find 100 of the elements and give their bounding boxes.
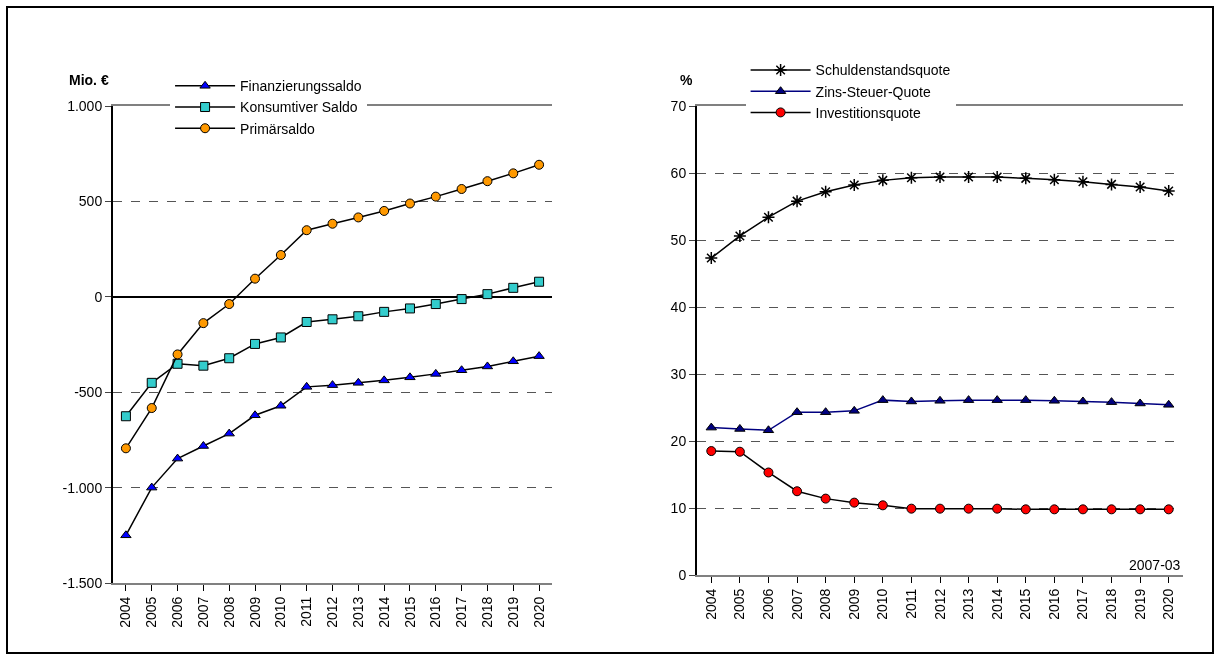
x-tick-label: 2004: [117, 596, 134, 628]
x-tick-label: 2009: [845, 588, 862, 620]
point: [734, 446, 745, 457]
x-tick-label: 2013: [960, 588, 977, 620]
y-tick-label: 60: [670, 164, 687, 181]
point: [934, 395, 946, 404]
point: [1135, 504, 1146, 515]
point: [1133, 180, 1147, 194]
point: [430, 299, 441, 310]
point: [790, 194, 804, 208]
point: [935, 503, 945, 514]
point: [906, 503, 917, 514]
y-tick-label: -500: [74, 384, 103, 401]
point: [508, 168, 519, 179]
x-tick-label: 2009: [246, 596, 263, 628]
x-tick-label: 2010: [272, 596, 289, 628]
legend-label: Zins-Steuer-Quote: [815, 83, 931, 100]
point: [301, 225, 312, 236]
x-tick-label: 2020: [530, 596, 547, 628]
y-tick-label: 40: [670, 298, 687, 315]
legend-label: Schuldenstandsquote: [815, 62, 951, 79]
x-tick-label: 2020: [1160, 588, 1177, 620]
point: [224, 353, 235, 364]
x-tick-label: 2016: [427, 596, 444, 628]
point: [198, 360, 209, 371]
point: [456, 184, 467, 194]
point: [353, 311, 364, 322]
x-tick-label: 2008: [220, 596, 237, 628]
point: [1163, 504, 1174, 515]
point: [818, 185, 833, 199]
point: [120, 443, 131, 454]
point: [378, 375, 390, 384]
x-tick-label: 2014: [375, 596, 392, 628]
point: [250, 338, 261, 349]
point: [820, 493, 831, 504]
x-tick-label: 2004: [702, 588, 719, 620]
point: [430, 368, 442, 377]
point: [792, 486, 803, 497]
point: [1077, 504, 1088, 515]
point: [705, 422, 717, 431]
point: [508, 282, 519, 293]
x-tick-label: 2015: [1017, 588, 1034, 620]
x-tick-label: 2013: [349, 596, 366, 628]
y-axis-title: %: [680, 72, 693, 88]
point: [904, 170, 919, 185]
x-tick-label: 2008: [817, 588, 834, 620]
x-tick-label: 2014: [988, 588, 1005, 620]
point: [223, 428, 235, 437]
x-tick-label: 2010: [874, 588, 891, 620]
point: [1106, 504, 1117, 515]
x-tick-label: 2005: [143, 596, 160, 628]
point: [404, 198, 415, 209]
x-tick-label: 2007: [788, 588, 805, 620]
x-tick-label: 2017: [453, 596, 470, 628]
annotation: 2007-03: [1129, 557, 1181, 573]
x-tick-label: 2007: [194, 596, 211, 628]
point: [250, 273, 261, 284]
legend-label: Primärsaldo: [240, 120, 315, 137]
y-tick-label: 10: [670, 499, 687, 516]
x-tick-label: 2006: [760, 588, 777, 620]
point: [1020, 504, 1031, 515]
point: [706, 446, 717, 457]
y-tick-label: 20: [670, 432, 687, 449]
x-tick-label: 2015: [401, 596, 418, 628]
point: [430, 191, 441, 202]
point: [534, 159, 545, 170]
point: [848, 405, 860, 414]
x-tick-label: 2017: [1074, 588, 1091, 620]
legend-label: Finanzierungssaldo: [240, 78, 362, 95]
y-tick-label: 500: [78, 193, 103, 210]
point: [1104, 177, 1119, 192]
point: [849, 497, 860, 508]
point: [877, 500, 888, 511]
point: [1019, 171, 1033, 186]
point: [1134, 398, 1146, 407]
point: [1047, 172, 1062, 187]
point: [482, 176, 493, 187]
point: [172, 349, 183, 360]
point: [733, 229, 747, 243]
y-tick-label: -1.500: [62, 574, 103, 591]
y-tick-label: 1.000: [67, 97, 103, 114]
legend-label: Konsumtiver Saldo: [240, 99, 358, 116]
x-tick-label: 2018: [1103, 588, 1120, 620]
x-tick-label: 2016: [1045, 588, 1062, 620]
point: [327, 314, 338, 325]
point: [961, 170, 976, 184]
point: [704, 251, 719, 265]
y-tick-label: 30: [670, 365, 687, 382]
point: [963, 503, 974, 514]
point: [534, 276, 545, 287]
x-tick-label: 2018: [478, 596, 495, 628]
point: [146, 377, 157, 388]
x-tick-label: 2019: [1131, 588, 1148, 620]
x-tick-label: 2012: [324, 596, 341, 628]
point: [327, 218, 338, 229]
point: [172, 358, 183, 369]
y-tick-label: 70: [670, 97, 687, 114]
point: [224, 299, 235, 310]
legend-label: Investitionsquote: [815, 104, 921, 121]
point: [847, 178, 861, 192]
